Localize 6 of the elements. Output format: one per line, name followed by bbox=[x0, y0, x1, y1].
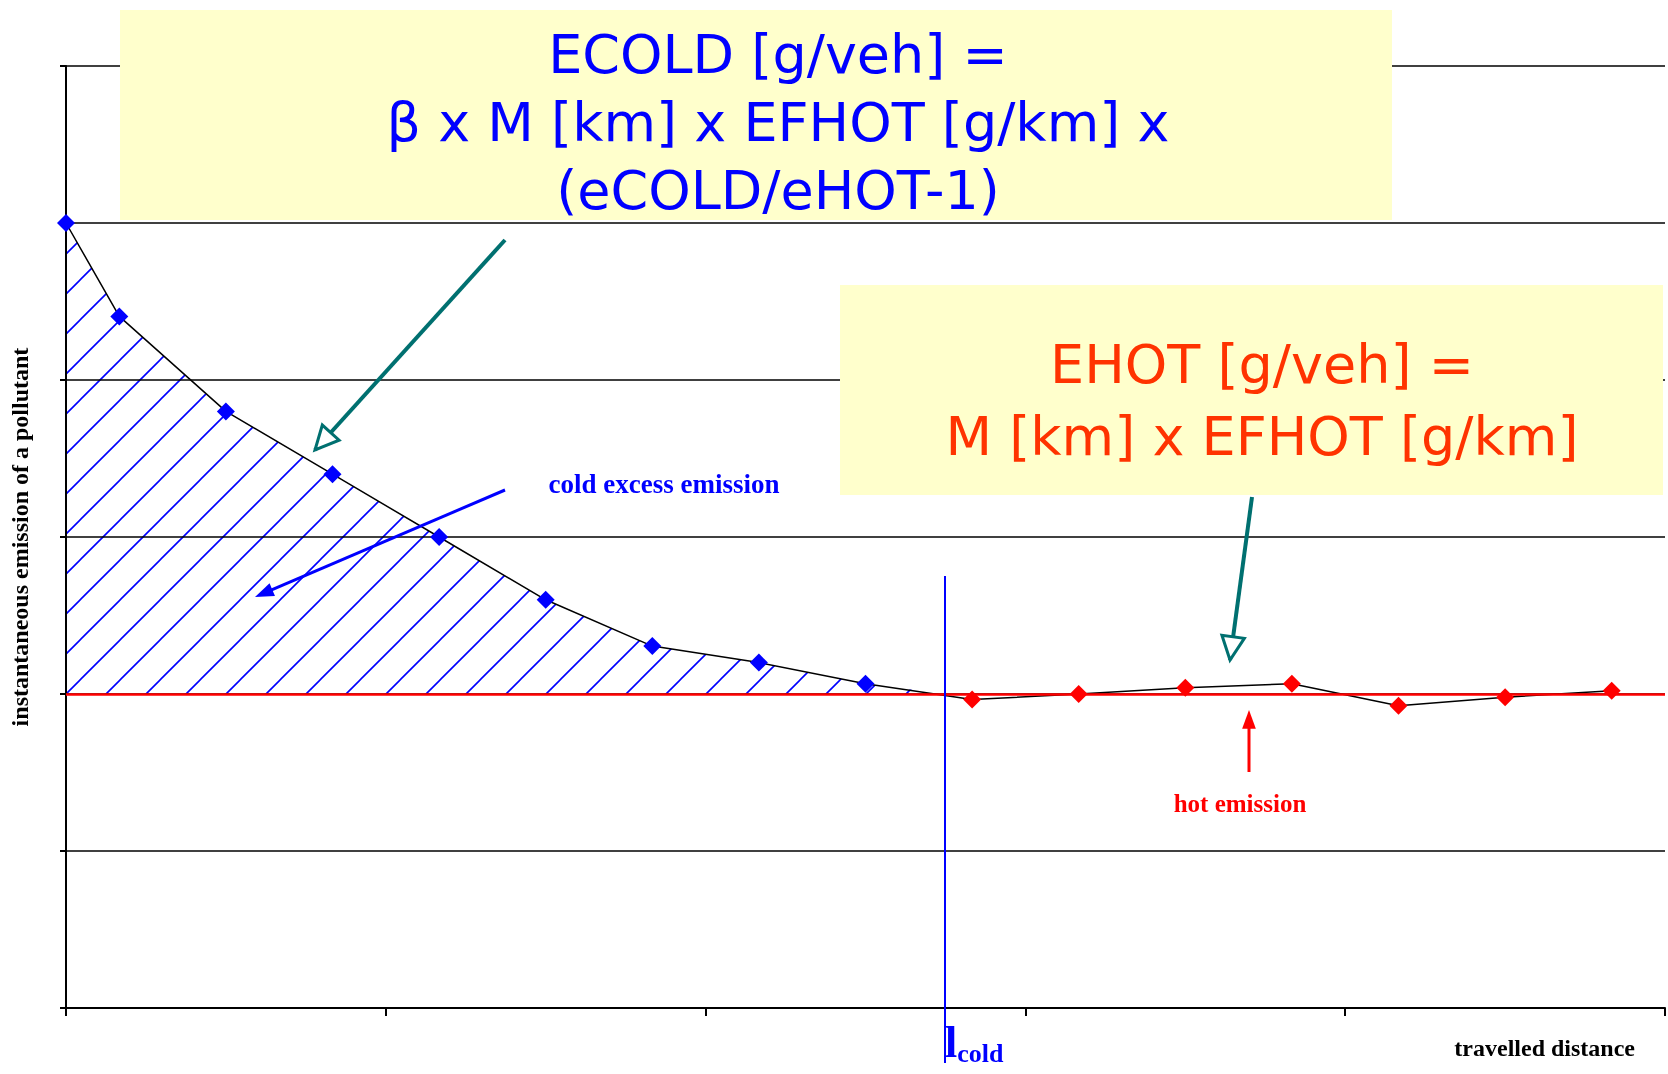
x-axis-title: travelled distance bbox=[1454, 1035, 1636, 1061]
annotation: cold excess emission bbox=[548, 469, 780, 500]
y-axis-title: instantaneous emission of a pollutant bbox=[7, 347, 33, 727]
text: ECOLD [g/veh] = β x M [km] x EFHOT [g/km] x (eCOLD/eHOT-1) bbox=[386, 22, 1170, 222]
annotation: hot emission bbox=[1173, 789, 1307, 817]
annotation: EHOT [g/veh] = M [km] x EFHOT [g/km] bbox=[945, 332, 1579, 468]
